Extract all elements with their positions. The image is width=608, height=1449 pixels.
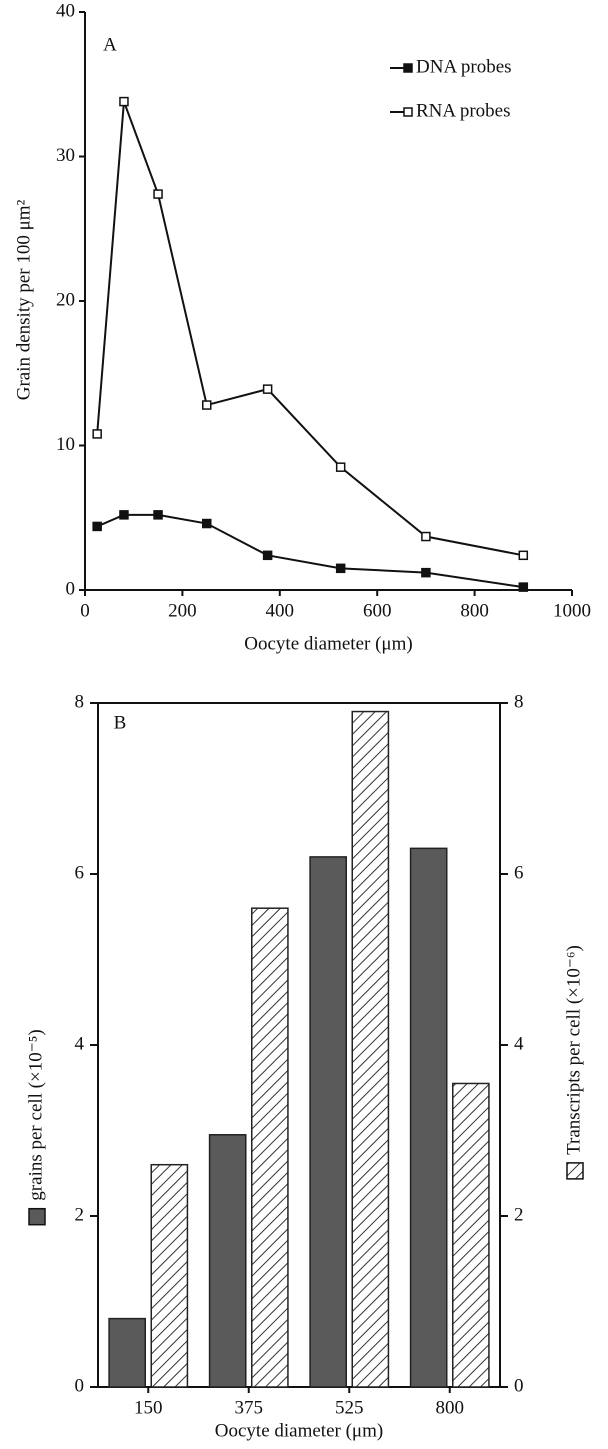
x-tick-label: 400 [266,600,295,621]
x-tick-label: 150 [134,1397,163,1418]
y-tick-label: 6 [75,862,85,883]
point [421,531,431,542]
y-axis-label: grains per cell (×10⁻⁵) [25,1029,46,1200]
bar [409,847,448,1388]
point [518,550,529,561]
legend-label: DNA probes [416,56,512,77]
legend-label: RNA probes [416,100,510,121]
bar [351,710,390,1388]
point [335,462,346,472]
y-tick-label: 8 [75,691,85,712]
y-tick-label: 20 [56,289,75,310]
bar [452,1082,490,1388]
point [119,96,129,107]
point [202,518,212,529]
legend-swatch [566,1162,584,1180]
x-tick-label: 800 [436,1397,465,1418]
y-tick-label: 2 [514,1204,524,1225]
point [262,384,273,394]
point [518,582,529,592]
bar [150,1163,189,1388]
point [335,563,346,574]
y-tick-label: 4 [514,1033,524,1054]
series-line [96,513,524,589]
panel-label: A [103,34,117,55]
legend-marker [403,63,413,73]
y-tick-label: 0 [66,578,76,599]
point [421,567,431,578]
y-axis-label: Grain density per 100 μm² [13,199,34,400]
series-line [96,101,524,557]
x-tick-label: 1000 [553,600,591,621]
y-tick-label: 0 [514,1375,524,1396]
point [202,400,212,410]
y-tick-label: 10 [56,434,75,455]
y-tick-label: 30 [56,145,75,166]
panel-label: B [114,712,127,733]
point [153,189,163,199]
y-tick-label: 2 [75,1204,85,1225]
y-tick-label: 6 [514,862,524,883]
y-tick-label: 0 [75,1375,85,1396]
x-tick-label: 200 [168,600,197,621]
point [92,521,102,532]
point [92,429,102,439]
legend-swatch [28,1207,46,1226]
point [262,550,273,561]
point [119,510,129,520]
bar [309,856,348,1388]
bar [251,907,289,1388]
legend-marker [403,107,413,117]
bar [208,1134,247,1388]
x-tick-label: 525 [335,1397,364,1418]
y-axis-label: Transcripts per cell (×10⁻⁶) [563,945,584,1155]
bar [108,1317,146,1388]
y-tick-label: 40 [56,0,75,21]
x-tick-label: 600 [363,600,392,621]
point [153,510,163,520]
x-tick-label: 800 [460,600,489,621]
y-tick-label: 8 [514,691,524,712]
x-axis-label: Oocyte diameter (μm) [244,633,412,654]
axes [84,12,572,591]
y-tick-label: 4 [75,1033,85,1054]
x-axis-label: Oocyte diameter (μm) [215,1420,383,1441]
x-tick-label: 375 [235,1397,264,1418]
x-tick-label: 0 [80,600,90,621]
